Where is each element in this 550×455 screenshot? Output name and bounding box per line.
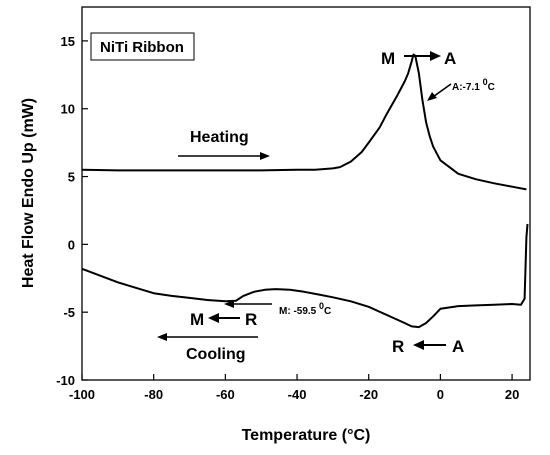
cooling-m-label: M <box>190 310 204 329</box>
series-layer <box>81 53 529 329</box>
x-tick-label: -60 <box>216 387 235 402</box>
ribbon-label-box <box>90 32 195 61</box>
y-tick-label: 0 <box>68 237 75 252</box>
cooling-r-to-m-arrowhead <box>208 313 219 323</box>
series-line-1 <box>81 53 527 191</box>
y-tick-label: 5 <box>68 170 75 185</box>
heating-arrowhead <box>260 152 270 160</box>
series-line-2 <box>81 223 529 329</box>
heating-m-label: M <box>381 49 395 68</box>
cooling-label: Cooling <box>186 346 246 363</box>
x-axis: -100 -80 -60 -40 -20 0 20 <box>69 374 519 402</box>
cooling-r2-label: R <box>392 337 404 356</box>
y-tick-label: -10 <box>56 373 75 388</box>
y-tick-label: 15 <box>61 34 75 49</box>
cooling-a-to-r-arrowhead <box>413 340 424 350</box>
a-temp-label: A:-7.1 0C <box>452 77 495 93</box>
x-tick-label: -80 <box>144 387 163 402</box>
x-tick-label: 0 <box>437 387 444 402</box>
cooling-r-label: R <box>245 310 257 329</box>
cooling-arrowhead <box>157 333 167 341</box>
x-tick-label: 20 <box>505 387 519 402</box>
x-tick-label: -100 <box>69 387 95 402</box>
a-temp-pointer-head <box>427 92 437 101</box>
ribbon-label: NiTi Ribbon <box>100 39 184 56</box>
m-temp-pointer-head <box>224 300 234 308</box>
heating-a-label: A <box>444 49 456 68</box>
y-tick-label: 10 <box>61 102 75 117</box>
plot-frame <box>81 6 531 381</box>
heating-transform-arrowhead <box>430 51 441 61</box>
heating-label: Heating <box>190 129 249 146</box>
x-tick-label: -20 <box>359 387 378 402</box>
x-axis-title: Temperature (°C) <box>242 427 371 444</box>
y-axis-title: Heat Flow Endo Up (mW) <box>20 98 37 288</box>
m-temp-label: M: -59.5 0C <box>279 301 331 317</box>
cooling-a-label: A <box>452 337 464 356</box>
y-axis: -10 -5 0 5 10 15 <box>56 34 88 388</box>
y-tick-label: -5 <box>63 305 75 320</box>
x-tick-label: -40 <box>288 387 307 402</box>
